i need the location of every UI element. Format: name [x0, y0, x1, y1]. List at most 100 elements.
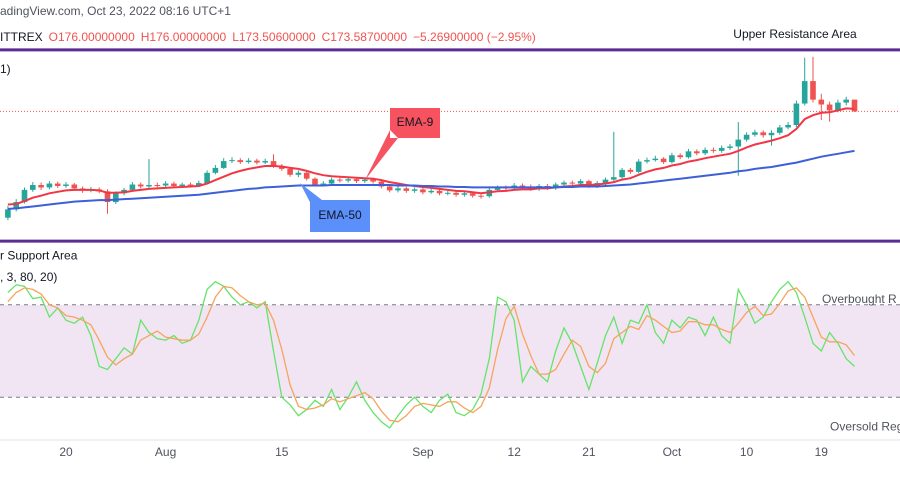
candle-body [785, 125, 791, 128]
candle-body [718, 147, 725, 151]
candle-body [187, 184, 194, 186]
candle-body [702, 149, 708, 154]
candle-body [777, 127, 783, 133]
candle-body [63, 184, 69, 186]
candle-body [54, 183, 61, 186]
candle-body [353, 179, 360, 182]
candle-body [179, 184, 185, 186]
candle-body [162, 183, 169, 186]
candle-body [652, 158, 659, 161]
candle-body [586, 181, 592, 186]
candle-body [478, 195, 484, 197]
candle-body [752, 132, 758, 135]
candle-body [843, 99, 849, 103]
candle-body [270, 161, 277, 166]
candle-body [38, 185, 44, 188]
candle-body [660, 158, 667, 163]
x-tick-label: Sep [412, 445, 434, 459]
candle-body [220, 161, 227, 168]
candle-body [13, 202, 19, 210]
candle-body [428, 190, 434, 193]
candle-body [469, 193, 476, 196]
x-tick-label: 12 [508, 445, 522, 459]
x-tick-label: 19 [815, 445, 829, 459]
band-label: Overbought R [822, 292, 897, 306]
candle-body [337, 179, 343, 181]
candle-body [212, 167, 219, 173]
callout-box [365, 108, 440, 180]
line [7, 280, 855, 429]
candle-body [154, 185, 161, 186]
candle-body [851, 99, 858, 112]
x-tick-label: 10 [740, 445, 754, 459]
candle-body [519, 185, 526, 187]
candle-body [577, 181, 584, 184]
candle-body [735, 139, 742, 147]
x-tick-label: Aug [155, 445, 176, 459]
candle-body [494, 187, 501, 190]
candle-body [411, 189, 418, 191]
candle-body [245, 160, 252, 163]
candle-body [743, 134, 750, 140]
symbol: ITTREX [0, 30, 43, 44]
candle-body [602, 179, 609, 184]
candle-body [312, 178, 318, 185]
candle-body [129, 184, 136, 190]
x-tick-label: 21 [582, 445, 596, 459]
candle-body [420, 189, 426, 193]
line [7, 107, 855, 206]
candle-body [669, 155, 675, 163]
indicator-label: 1) [0, 62, 11, 76]
candle-body [552, 184, 559, 188]
line [7, 285, 856, 423]
candle-body [569, 182, 576, 184]
x-tick-label: 20 [59, 445, 73, 459]
candle-body [818, 99, 825, 105]
callout-label: EMA-9 [397, 115, 434, 129]
low-label: L173.50600000 [232, 30, 316, 44]
candle-body [237, 160, 244, 163]
candle-body [345, 179, 351, 181]
candle-body [104, 191, 111, 203]
candle-body [5, 209, 11, 218]
candle-body [395, 188, 401, 191]
candle-body [30, 185, 36, 190]
candle-body [171, 183, 177, 186]
candle-body [644, 160, 650, 162]
candle-body [445, 192, 451, 194]
candle-body [710, 149, 717, 151]
candle-body [362, 179, 368, 182]
candle-body [287, 168, 293, 175]
candle-body [561, 182, 567, 185]
callout-box [300, 183, 370, 232]
candle-body [826, 104, 833, 111]
candle-body [403, 188, 410, 191]
candle-body [137, 184, 144, 187]
source: adingView.com, Oct 23, 2022 08:16 UTC+1 [0, 4, 231, 18]
candle-body [386, 186, 393, 191]
candle-body [204, 172, 210, 184]
high-label: H176.00000000 [141, 30, 227, 44]
candle-body [611, 177, 617, 180]
candle-body [685, 151, 692, 158]
candle-body [320, 183, 327, 185]
candle-body [71, 184, 78, 189]
candle-body [436, 190, 443, 194]
candle-body [295, 172, 302, 175]
candle-body [453, 192, 459, 195]
candle-body [793, 103, 800, 125]
candle-body [113, 193, 119, 203]
line [7, 149, 855, 210]
candle-body [146, 185, 152, 187]
change-label: −5.26900000 (−2.95%) [413, 30, 536, 44]
candle-body [727, 146, 733, 148]
candle-body [328, 179, 335, 184]
candle-body [46, 183, 53, 188]
ohlc-legend: ITTREX O176.00000000 H176.00000000 L173.506… [0, 30, 536, 44]
candle-body [196, 183, 202, 186]
candle-body [303, 172, 310, 179]
candle-body [694, 151, 700, 154]
candle-body [370, 179, 376, 182]
candle-body [801, 81, 808, 104]
